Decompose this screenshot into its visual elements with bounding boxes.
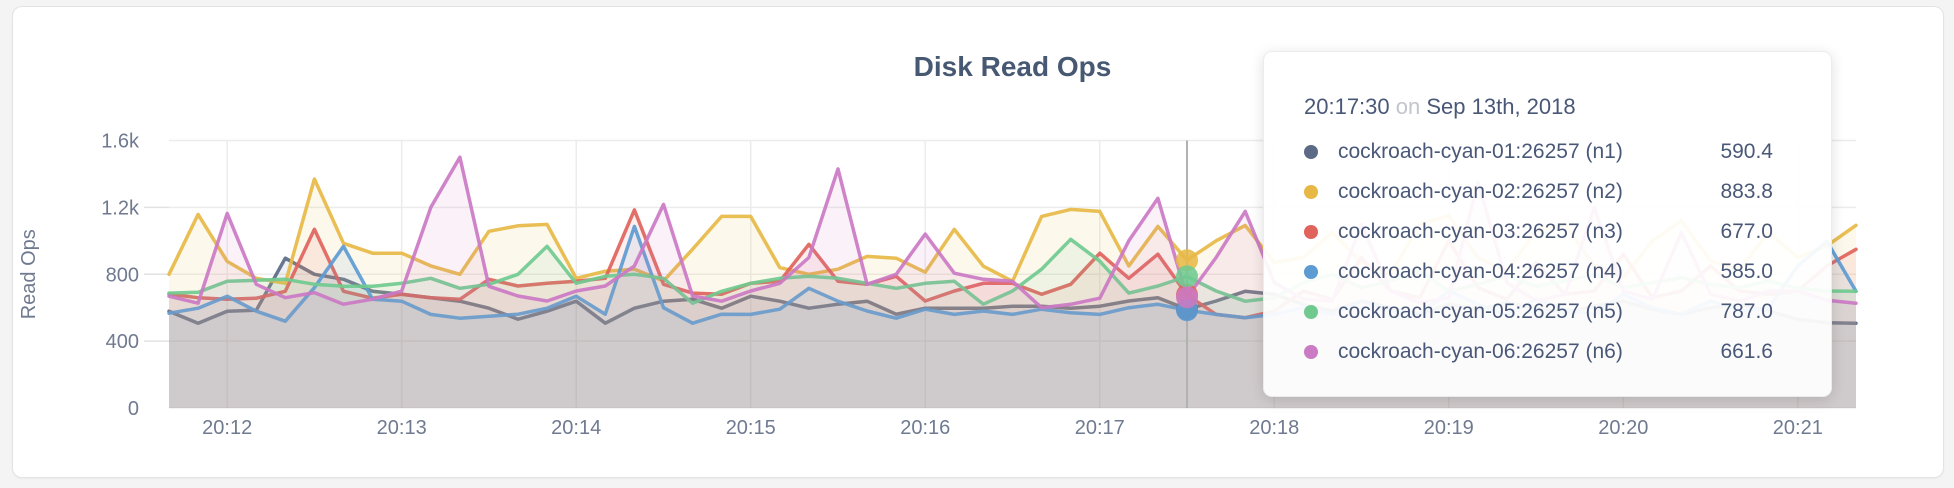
series-value: 590.4 [1720,140,1773,163]
tooltip-series-row: cockroach-cyan-01:26257 (n1) 590.4 [1304,132,1773,172]
x-tick-label: 20:14 [551,417,601,439]
tooltip-rows: cockroach-cyan-01:26257 (n1) 590.4 cockroa… [1304,132,1773,372]
y-axis-label: Read Ops [18,229,40,319]
series-name: cockroach-cyan-04:26257 (n4) [1338,260,1623,283]
x-tick-label: 20:13 [377,417,427,439]
x-tick-label: 20:19 [1424,417,1474,439]
x-tick-label: 20:15 [726,417,776,439]
series-name: cockroach-cyan-05:26257 (n5) [1338,300,1623,323]
series-name: cockroach-cyan-02:26257 (n2) [1338,180,1623,203]
x-tick-label: 20:17 [1075,417,1125,439]
series-name: cockroach-cyan-06:26257 (n6) [1338,340,1623,363]
series-value: 677.0 [1720,220,1773,243]
tooltip-series-row: cockroach-cyan-04:26257 (n4) 585.0 [1304,252,1773,292]
x-tick-label: 20:18 [1249,417,1299,439]
y-tick-label: 0 [128,398,139,420]
series-value: 585.0 [1720,260,1773,283]
tooltip-timestamp: 20:17:30 on Sep 13th, 2018 [1304,94,1773,120]
series-color-dot-icon [1304,345,1318,359]
y-tick-label: 1.2k [101,197,140,219]
hover-dot-n6 [1176,286,1199,309]
x-tick-label: 20:21 [1773,417,1823,439]
series-value: 883.8 [1720,180,1773,203]
series-name: cockroach-cyan-03:26257 (n3) [1338,220,1623,243]
series-color-dot-icon [1304,265,1318,279]
x-tick-label: 20:12 [202,417,252,439]
x-tick-label: 20:16 [900,417,950,439]
chart-card: Disk Read Ops 0 400 800 1.2k 1.6k 20:12 20:13 2… [12,6,1944,478]
tooltip-series-row: cockroach-cyan-02:26257 (n2) 883.8 [1304,172,1773,212]
tooltip-series-row: cockroach-cyan-03:26257 (n3) 677.0 [1304,212,1773,252]
tooltip-time: 20:17:30 [1304,94,1390,119]
tooltip-series-row: cockroach-cyan-05:26257 (n5) 787.0 [1304,292,1773,332]
tooltip-preposition: on [1395,94,1421,119]
series-color-dot-icon [1304,225,1318,239]
chart-title: Disk Read Ops [913,51,1112,82]
tooltip-date: Sep 13th, 2018 [1426,94,1576,119]
tooltip-series-row: cockroach-cyan-06:26257 (n6) 661.6 [1304,332,1773,372]
hover-dot-n2 [1176,249,1199,272]
series-color-dot-icon [1304,185,1318,199]
y-tick-label: 400 [106,331,139,353]
series-color-dot-icon [1304,305,1318,319]
hover-dot-n5 [1176,265,1199,288]
series-value: 787.0 [1720,300,1773,323]
y-tick-label: 1.6k [101,131,140,153]
series-color-dot-icon [1304,145,1318,159]
chart-tooltip: 20:17:30 on Sep 13th, 2018 cockroach-cya… [1263,51,1832,397]
series-value: 661.6 [1720,340,1773,363]
y-tick-label: 800 [106,264,139,286]
x-tick-label: 20:20 [1598,417,1648,439]
series-name: cockroach-cyan-01:26257 (n1) [1338,140,1623,163]
